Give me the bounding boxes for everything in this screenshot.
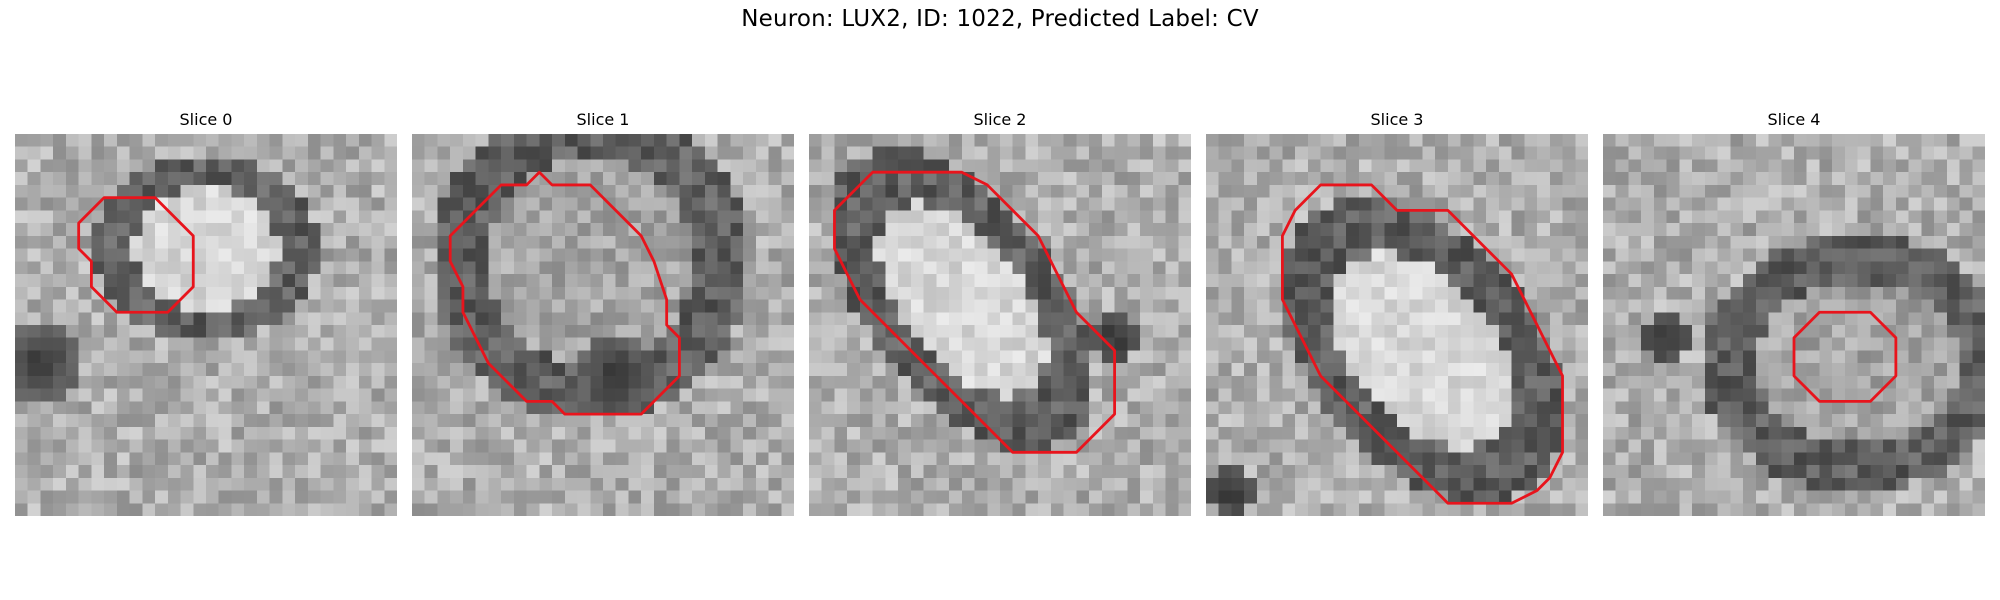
- segmentation-contour: [77, 196, 195, 314]
- grayscale-pixel-grid: [1603, 134, 1985, 516]
- slice-title: Slice 4: [1767, 110, 1821, 129]
- slice-title: Slice 1: [576, 110, 630, 129]
- slice-image: [412, 134, 794, 516]
- slice-title: Slice 2: [973, 110, 1027, 129]
- slice-image: [15, 134, 397, 516]
- slice-title: Slice 3: [1370, 110, 1424, 129]
- slice-panel-3: Slice 3: [1206, 110, 1588, 516]
- segmentation-contour: [1792, 310, 1898, 403]
- grayscale-pixel-grid: [809, 134, 1191, 516]
- slice-panel-2: Slice 2: [809, 110, 1191, 516]
- grayscale-pixel-grid: [1206, 134, 1588, 516]
- segmentation-contour: [833, 170, 1117, 454]
- slice-panel-1: Slice 1: [412, 110, 794, 516]
- slice-panel-4: Slice 4: [1603, 110, 1985, 516]
- grayscale-pixel-grid: [15, 134, 397, 516]
- slice-panel-0: Slice 0: [15, 110, 397, 516]
- segmentation-contour: [448, 170, 681, 416]
- slice-title: Slice 0: [179, 110, 233, 129]
- figure-title: Neuron: LUX2, ID: 1022, Predicted Label:…: [741, 6, 1259, 32]
- slice-image: [1603, 134, 1985, 516]
- segmentation-contour: [1280, 183, 1564, 505]
- slice-image: [809, 134, 1191, 516]
- slice-image: [1206, 134, 1588, 516]
- grayscale-pixel-grid: [412, 134, 794, 516]
